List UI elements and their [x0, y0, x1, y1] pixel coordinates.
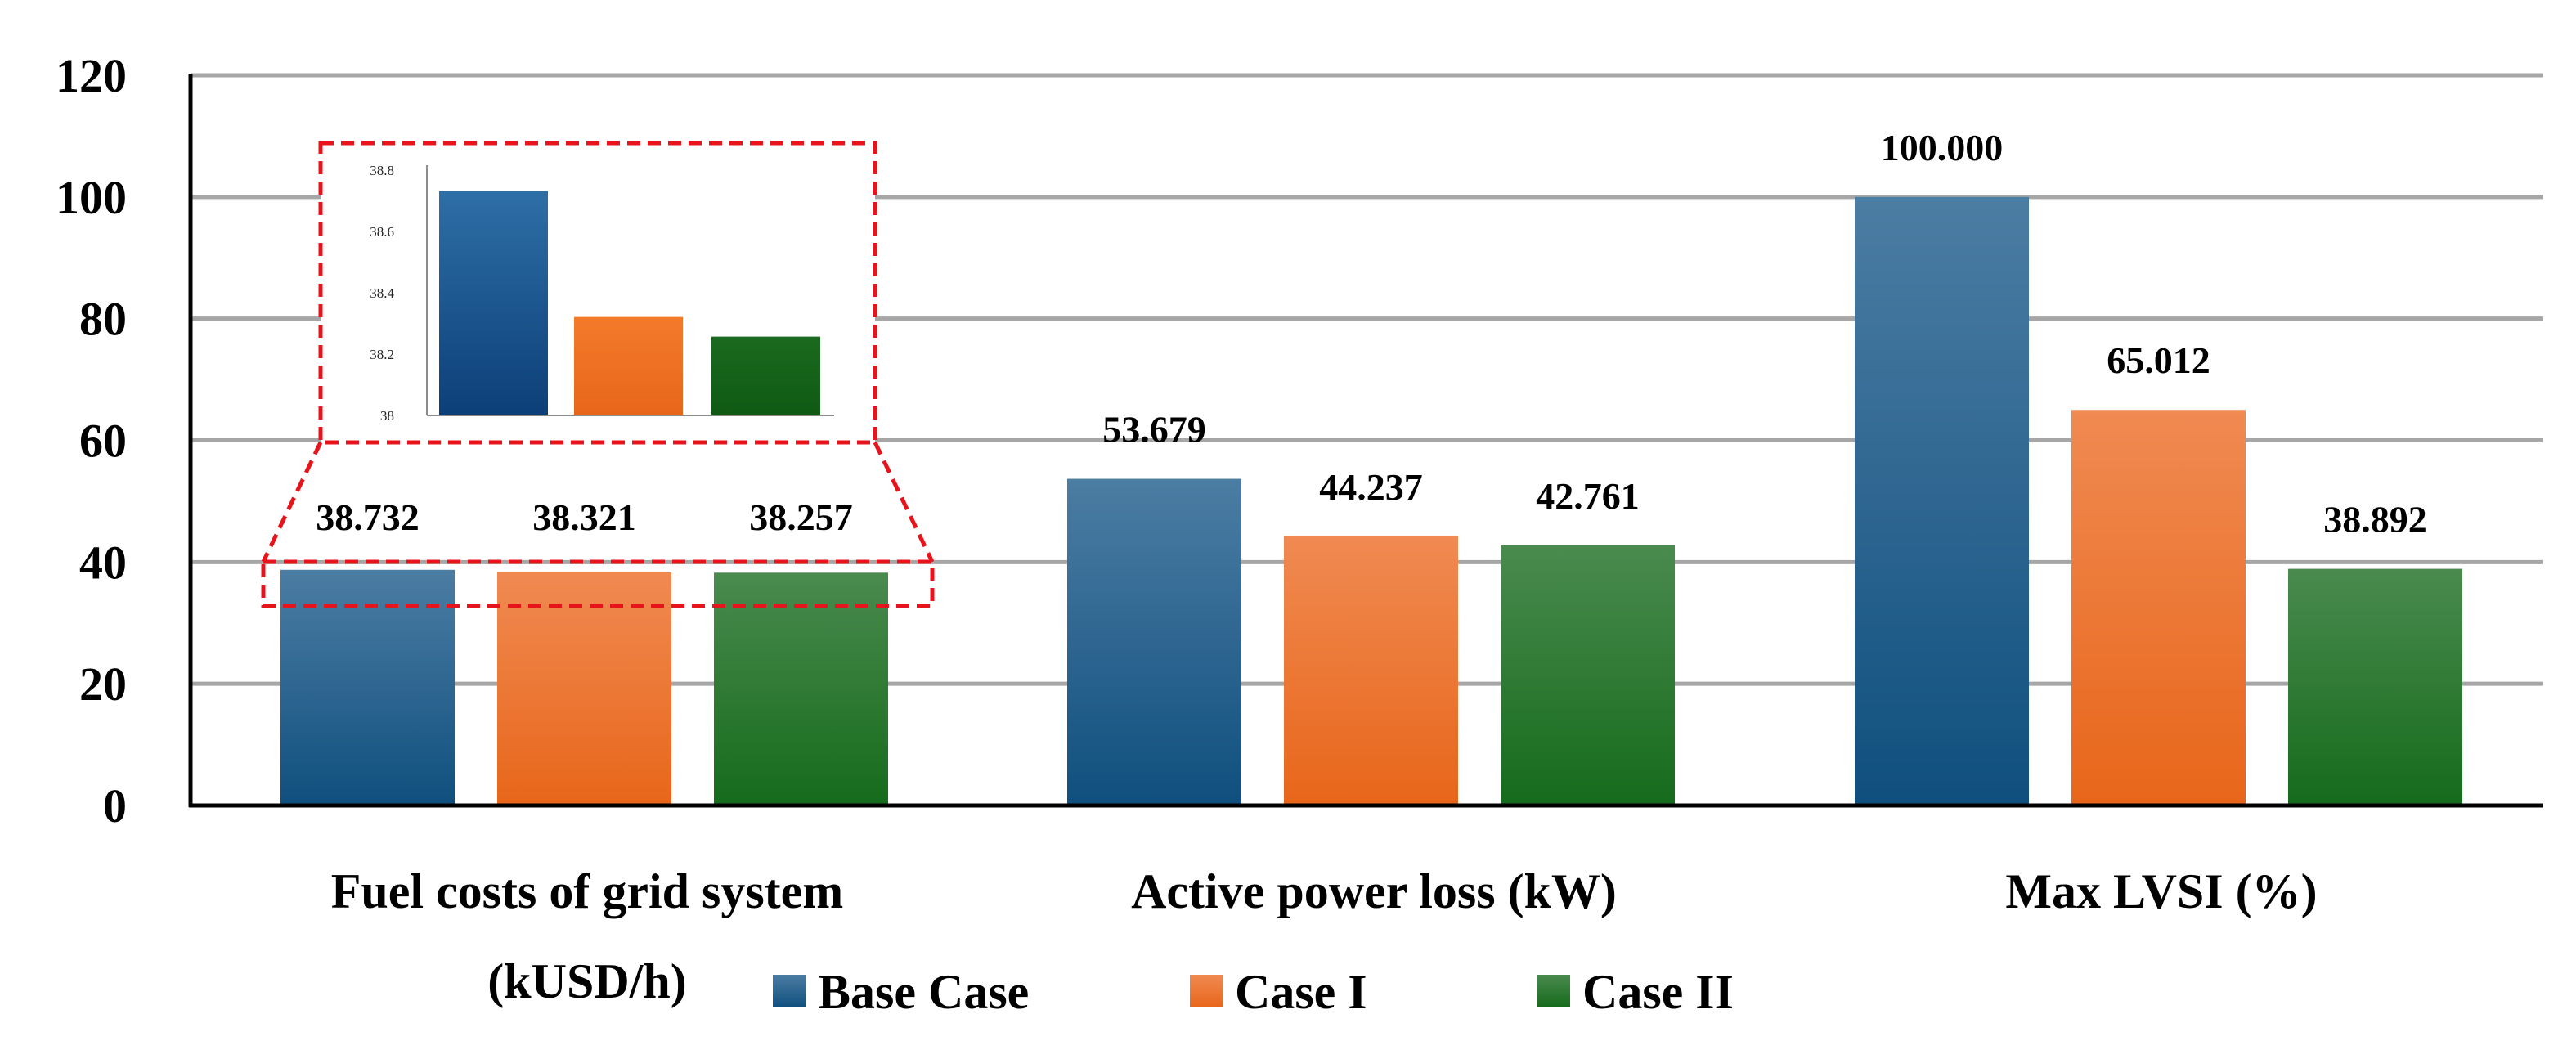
inset-y-tick-label: 38.6	[370, 224, 394, 240]
bar-case-i	[2071, 410, 2246, 805]
inset-y-tick-label: 38.8	[370, 163, 394, 178]
inset-y-tick-label: 38	[380, 408, 394, 424]
axes	[188, 74, 2543, 808]
bar-case-ii	[2288, 568, 2462, 805]
y-tick-label: 120	[56, 49, 127, 102]
data-labels: 38.732 53.679 100.000 38.321 44.237 65.012 38.…	[316, 127, 2427, 541]
legend-swatch-base-case	[773, 975, 806, 1007]
data-label: 38.321	[532, 496, 636, 538]
bar-base-case	[1067, 478, 1241, 805]
legend-label: Case I	[1235, 965, 1367, 1019]
inset-y-tick-label: 38.4	[370, 285, 394, 301]
legend-label: Case II	[1582, 965, 1734, 1019]
inset-y-tick-label: 38.2	[370, 347, 394, 362]
zoom-connector-right	[873, 441, 935, 563]
inset-bar-case-i	[574, 316, 683, 415]
bar-base-case	[1855, 196, 2029, 806]
zoom-connector-left	[261, 441, 323, 563]
data-label: 65.012	[2107, 339, 2210, 381]
bars	[280, 196, 2462, 806]
bar-case-ii	[714, 572, 888, 805]
legend-swatch-case-ii	[1537, 975, 1570, 1007]
data-label: 38.892	[2323, 499, 2427, 541]
data-label: 100.000	[1881, 127, 2004, 168]
y-tick-label: 40	[79, 536, 127, 589]
bar-case-i	[1284, 536, 1458, 805]
legend-label: Base Case	[818, 965, 1029, 1019]
data-label: 53.679	[1102, 409, 1206, 451]
legend-swatch-case-i	[1190, 975, 1223, 1007]
y-tick-label: 100	[56, 171, 127, 224]
data-label: 38.257	[749, 496, 853, 538]
bar-case-i	[497, 572, 671, 805]
category-label: Max LVSI (%)	[2005, 864, 2317, 918]
category-label: (kUSD/h)	[487, 954, 686, 1008]
y-tick-label: 20	[79, 657, 127, 711]
y-tick-labels: 0 20 40 60 80 100 120	[56, 49, 127, 832]
data-label: 44.237	[1319, 466, 1423, 508]
category-label: Active power loss (kW)	[1131, 864, 1617, 918]
inset-bar-case-ii	[711, 336, 820, 415]
zoom-region-box	[261, 559, 935, 608]
data-label: 38.732	[316, 496, 420, 538]
category-label: Fuel costs of grid system	[331, 864, 844, 918]
bar-case-ii	[1501, 545, 1675, 805]
y-tick-label: 60	[79, 415, 127, 468]
inset-chart: 38 38.2 38.4 38.6 38.8	[370, 163, 834, 424]
y-tick-label: 0	[103, 779, 127, 832]
y-tick-label: 80	[79, 293, 127, 346]
bar-base-case	[280, 569, 455, 805]
data-label: 42.761	[1536, 475, 1640, 517]
legend: Base Case Case I Case II	[773, 965, 1734, 1019]
category-labels: Fuel costs of grid system (kUSD/h) Active …	[331, 864, 2318, 1008]
inset-bar-base-case	[439, 191, 548, 415]
